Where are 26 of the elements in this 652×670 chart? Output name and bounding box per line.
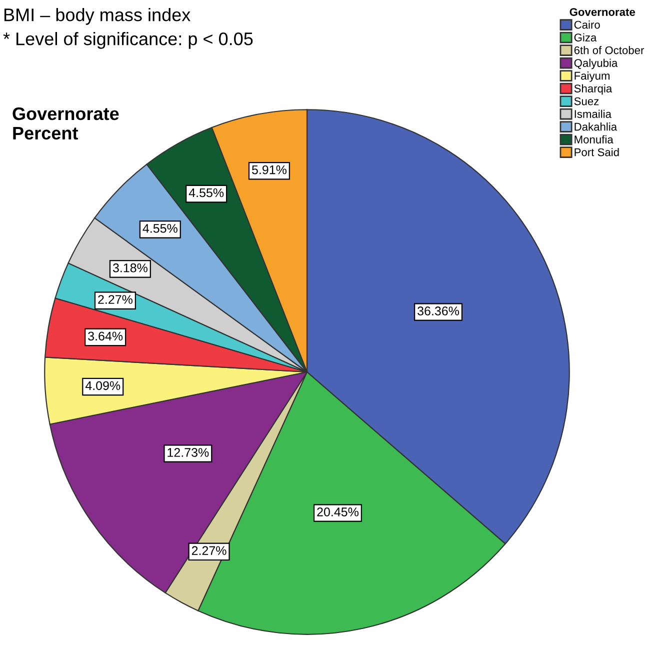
legend-label: Cairo xyxy=(574,20,600,29)
data-label: 2.27% xyxy=(192,546,226,555)
data-label: 4.09% xyxy=(85,381,120,390)
legend-title: Governorate xyxy=(570,8,636,16)
legend-label: Giza xyxy=(574,33,597,42)
legend-label: Sharqia xyxy=(574,84,612,95)
text: * Level of significance: p < 0.05 xyxy=(3,32,253,49)
data-label: 20.45% xyxy=(317,508,358,516)
data-label: 3.18% xyxy=(112,263,148,272)
legend-label: Qalyubia xyxy=(574,58,618,70)
data-label: 4.55% xyxy=(188,188,224,198)
data-label: 12.73% xyxy=(168,448,209,457)
legend-label: Ismailia xyxy=(574,110,612,118)
text: Governorate Percent xyxy=(12,107,119,140)
legend-label: Suez xyxy=(574,97,599,106)
data-label: 5.91% xyxy=(252,165,286,174)
legend-label: Monufia xyxy=(574,135,614,144)
data-label: 3.64% xyxy=(88,332,123,341)
legend-label: Faiyum xyxy=(574,72,610,82)
legend-label: Dakahlia xyxy=(574,122,618,131)
data-label: 36.36% xyxy=(418,306,460,316)
legend-label: 6th of October xyxy=(574,46,644,54)
legend-label: Port Said xyxy=(574,148,619,156)
text: BMI – body mass index xyxy=(4,8,190,25)
data-label: 4.55% xyxy=(142,224,178,233)
data-label: 2.27% xyxy=(98,295,132,304)
